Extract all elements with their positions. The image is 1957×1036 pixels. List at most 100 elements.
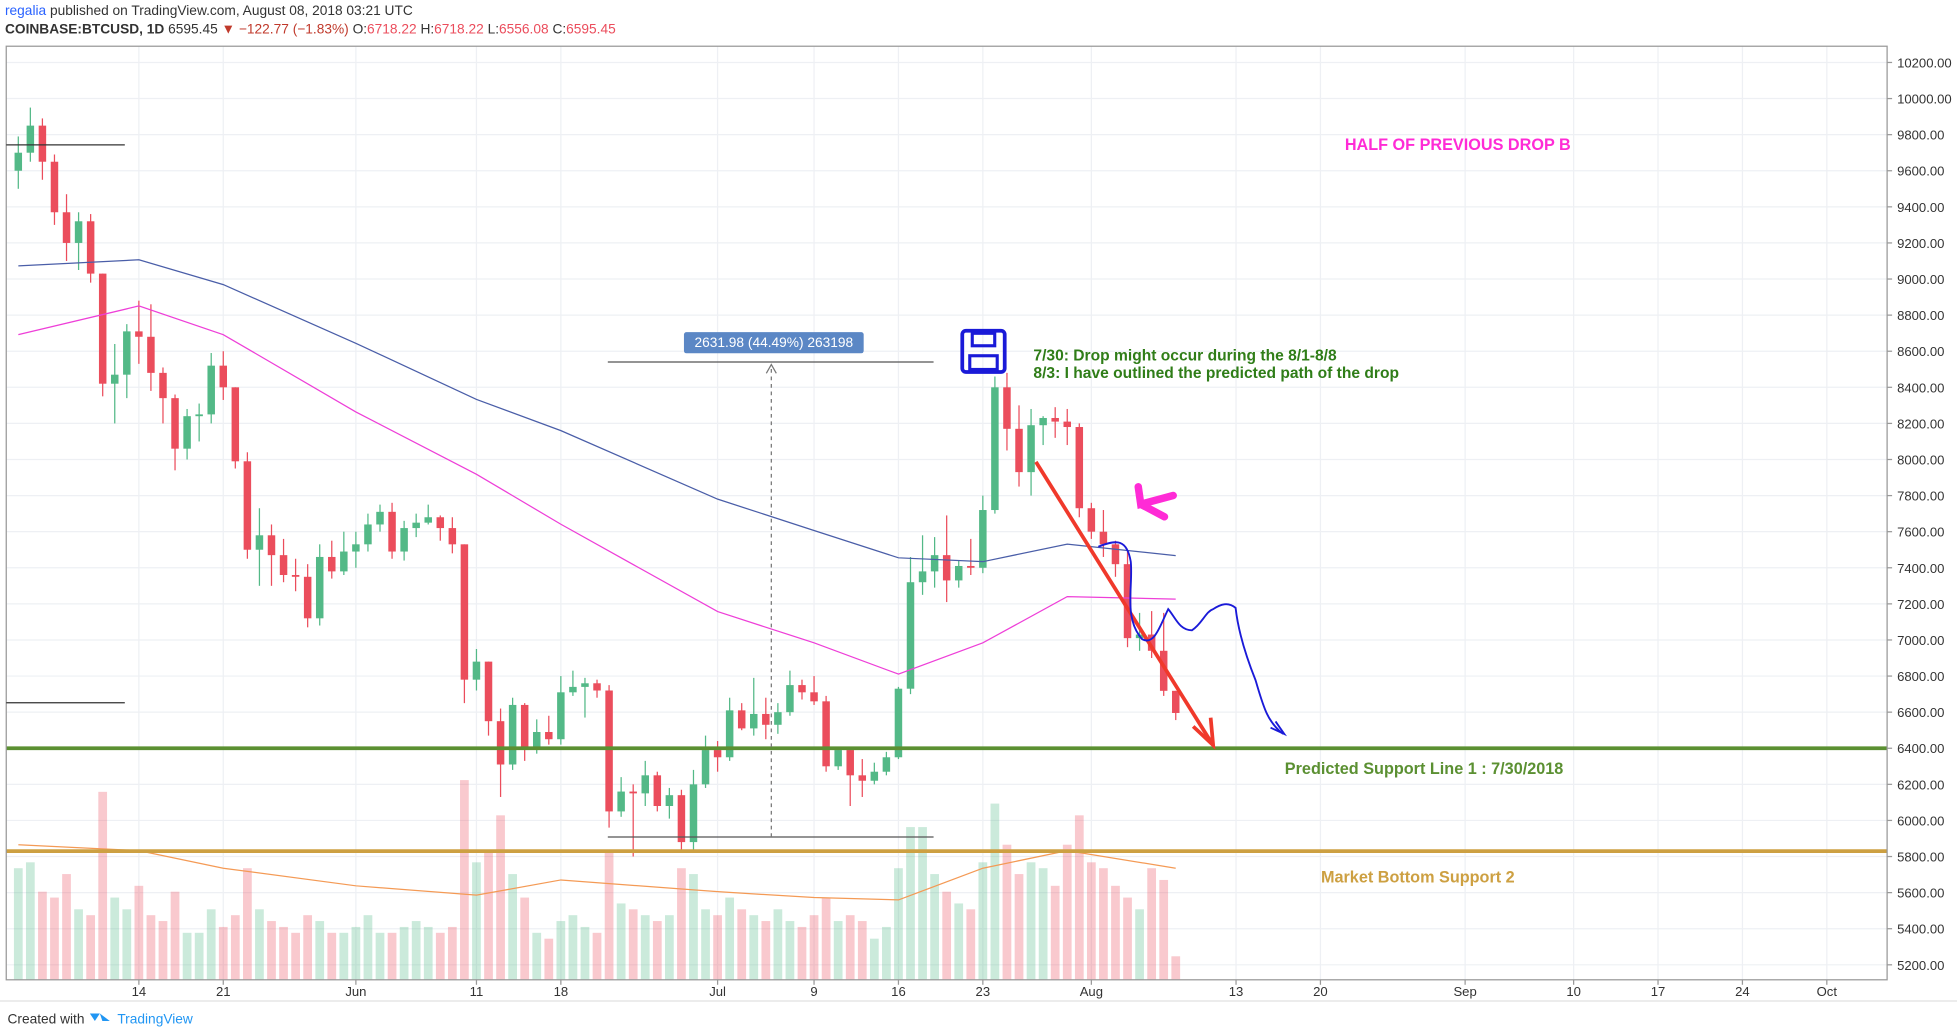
volume-bar	[279, 926, 288, 980]
x-tick-label: 13	[1229, 984, 1244, 999]
volume-bar	[604, 850, 614, 980]
volume-bar	[833, 921, 843, 980]
x-tick-label: Jul	[709, 984, 726, 999]
price-layer: Predicted Support Line 1 : 7/30/2018 Mark…	[6, 107, 1888, 901]
candle-body	[496, 721, 505, 765]
x-tick-label: 16	[891, 984, 906, 999]
magenta-arrow	[1134, 483, 1177, 521]
candle-body	[436, 517, 445, 529]
candle-body	[665, 795, 674, 806]
volume-bar	[218, 926, 228, 980]
candle-body	[86, 221, 95, 274]
volume-bar	[689, 874, 698, 980]
volume-bar	[616, 903, 626, 980]
candle-body	[123, 331, 131, 375]
c-label: C:	[552, 22, 566, 37]
support-label: Predicted Support Line 1 : 7/30/2018	[1285, 760, 1564, 778]
volume-bar	[303, 915, 313, 980]
volume-bar	[556, 921, 566, 980]
volume-bar	[773, 909, 783, 980]
volume-bar	[1099, 868, 1108, 980]
candle-body	[1051, 417, 1059, 422]
footer-brand[interactable]: TradingView	[117, 1011, 193, 1026]
y-tick-label: 7600.00	[1897, 525, 1944, 540]
y-tick-label: 8400.00	[1897, 380, 1944, 395]
y-tick-label: 6000.00	[1897, 813, 1944, 828]
volume-bar	[134, 885, 144, 980]
change: ▼ −122.77 (−1.83%)	[222, 22, 349, 37]
volume-bar	[98, 791, 108, 980]
volume-bar	[664, 915, 674, 980]
volume-bar	[1123, 897, 1132, 980]
candle-body	[135, 331, 143, 337]
candle-body	[677, 795, 686, 843]
volume-bar	[74, 909, 83, 980]
y-tick-label: 9600.00	[1897, 164, 1944, 179]
support-label: Market Bottom Support 2	[1321, 868, 1515, 886]
l-value: 6556.08	[499, 22, 549, 37]
x-tick-label: 23	[976, 984, 991, 999]
y-tick-label: 9400.00	[1897, 200, 1944, 215]
volume-bar	[532, 932, 542, 980]
candle-body	[98, 273, 107, 384]
x-tick-label: 10	[1566, 984, 1581, 999]
candle-body	[725, 710, 734, 758]
y-tick-label: 5600.00	[1897, 886, 1944, 901]
candle-body	[267, 535, 276, 556]
volume-bar	[375, 932, 385, 980]
symbol-line: COINBASE:BTCUSD, 1D 6595.45 ▼ −122.77 (−…	[5, 22, 616, 37]
volume-bar	[13, 868, 23, 980]
annotation: 8/3: I have outlined the predicted path …	[1033, 365, 1399, 382]
volume-bar	[472, 862, 481, 980]
volume-bar	[363, 915, 373, 980]
y-tick-label: 6400.00	[1897, 741, 1944, 756]
volume-bar	[110, 897, 120, 980]
volume-bar	[1159, 879, 1169, 980]
volume-bar	[906, 827, 915, 980]
candle-body	[460, 544, 469, 680]
candle-body	[219, 365, 228, 388]
volume-bar	[725, 897, 735, 980]
candle-body	[846, 750, 854, 776]
x-tick-label: 24	[1735, 984, 1750, 999]
measure-arrowhead	[765, 363, 777, 374]
volume-bar	[243, 868, 252, 980]
volume-bar	[327, 932, 337, 980]
candle-body	[352, 544, 360, 552]
author[interactable]: regalia	[5, 3, 47, 18]
candle-body	[243, 461, 252, 550]
candle-body	[1099, 531, 1108, 545]
volume-bar	[882, 926, 891, 980]
drop-arrow	[1034, 460, 1213, 743]
candle-body	[1172, 690, 1180, 713]
volume-bar	[38, 891, 47, 980]
published: published on TradingView.com, August 08,…	[50, 3, 413, 18]
candle-body	[979, 510, 987, 568]
volume-bar	[990, 803, 1000, 980]
candle-body	[942, 555, 951, 581]
volume-bar	[339, 932, 349, 980]
volume-bar	[1002, 844, 1012, 980]
candle-body	[255, 535, 264, 550]
candle-body	[532, 732, 541, 749]
candle-body	[376, 511, 384, 525]
tradingview-logo	[89, 1013, 110, 1021]
volume-bar	[122, 909, 132, 980]
volume-bar	[291, 932, 300, 980]
volume-bar	[954, 903, 964, 980]
candle-body	[364, 524, 372, 545]
volume-bar	[580, 926, 590, 980]
header-line: regalia published on TradingView.com, Au…	[5, 3, 413, 18]
volume-bar	[267, 921, 276, 980]
y-tick-label: 7800.00	[1897, 489, 1944, 504]
volume-bar	[1038, 868, 1048, 980]
volume-bar	[797, 926, 807, 980]
y-tick-label: 7200.00	[1897, 597, 1944, 612]
candle-body	[400, 528, 408, 552]
candle-body	[774, 712, 782, 725]
candle-body	[593, 683, 601, 691]
volume-bar	[1014, 874, 1024, 980]
volume-bar	[821, 897, 831, 980]
